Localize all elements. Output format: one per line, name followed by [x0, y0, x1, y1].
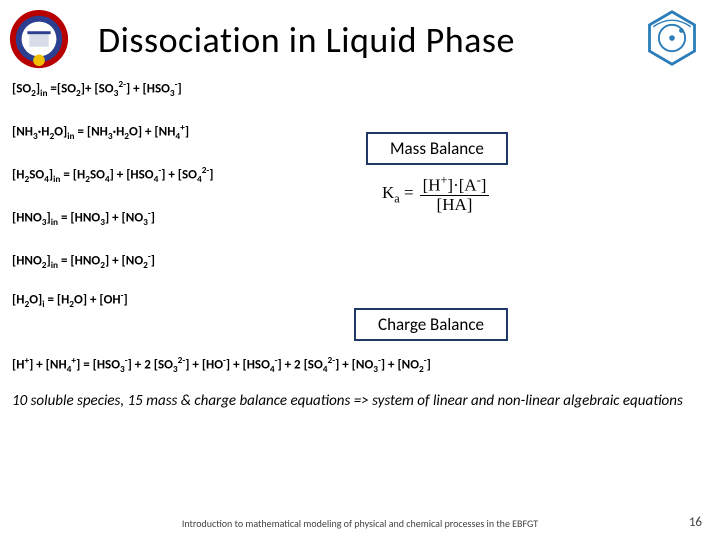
eq-hno3: [HNO3]in = [HNO3] + [NO3-] — [12, 207, 708, 228]
footer-text: Introduction to mathematical modeling of… — [0, 517, 720, 530]
eq-so2: [SO2]in =[SO2]+ [SO32-] + [HSO3-] — [12, 78, 708, 99]
summary-text: 10 soluble species, 15 mass & charge bal… — [12, 392, 708, 412]
equations-block: [SO2]in =[SO2]+ [SO32-] + [HSO3-] [NH3·H… — [12, 78, 708, 332]
eq-h2so4: [H2SO4]in = [H2SO4] + [HSO4-] + [SO42-] — [12, 164, 708, 185]
charge-balance-equation: [H+] + [NH4+] = [HSO3-] + 2 [SO32-] + [H… — [12, 354, 708, 376]
ka-formula: Ka = [H+]·[A-] [HA] — [382, 174, 532, 215]
mass-balance-box: Mass Balance — [366, 132, 508, 165]
hexagon-badge-icon — [642, 8, 702, 68]
page-number: 16 — [689, 515, 702, 530]
eq-hno2: [HNO2]in = [HNO2] + [NO2-] — [12, 250, 708, 271]
page-title: Dissociation in Liquid Phase — [98, 18, 515, 62]
eq-nh3: [NH3·H2O]in = [NH3·H2O] + [NH4+] — [12, 121, 708, 142]
university-logo — [8, 8, 70, 70]
charge-balance-box: Charge Balance — [354, 308, 508, 341]
